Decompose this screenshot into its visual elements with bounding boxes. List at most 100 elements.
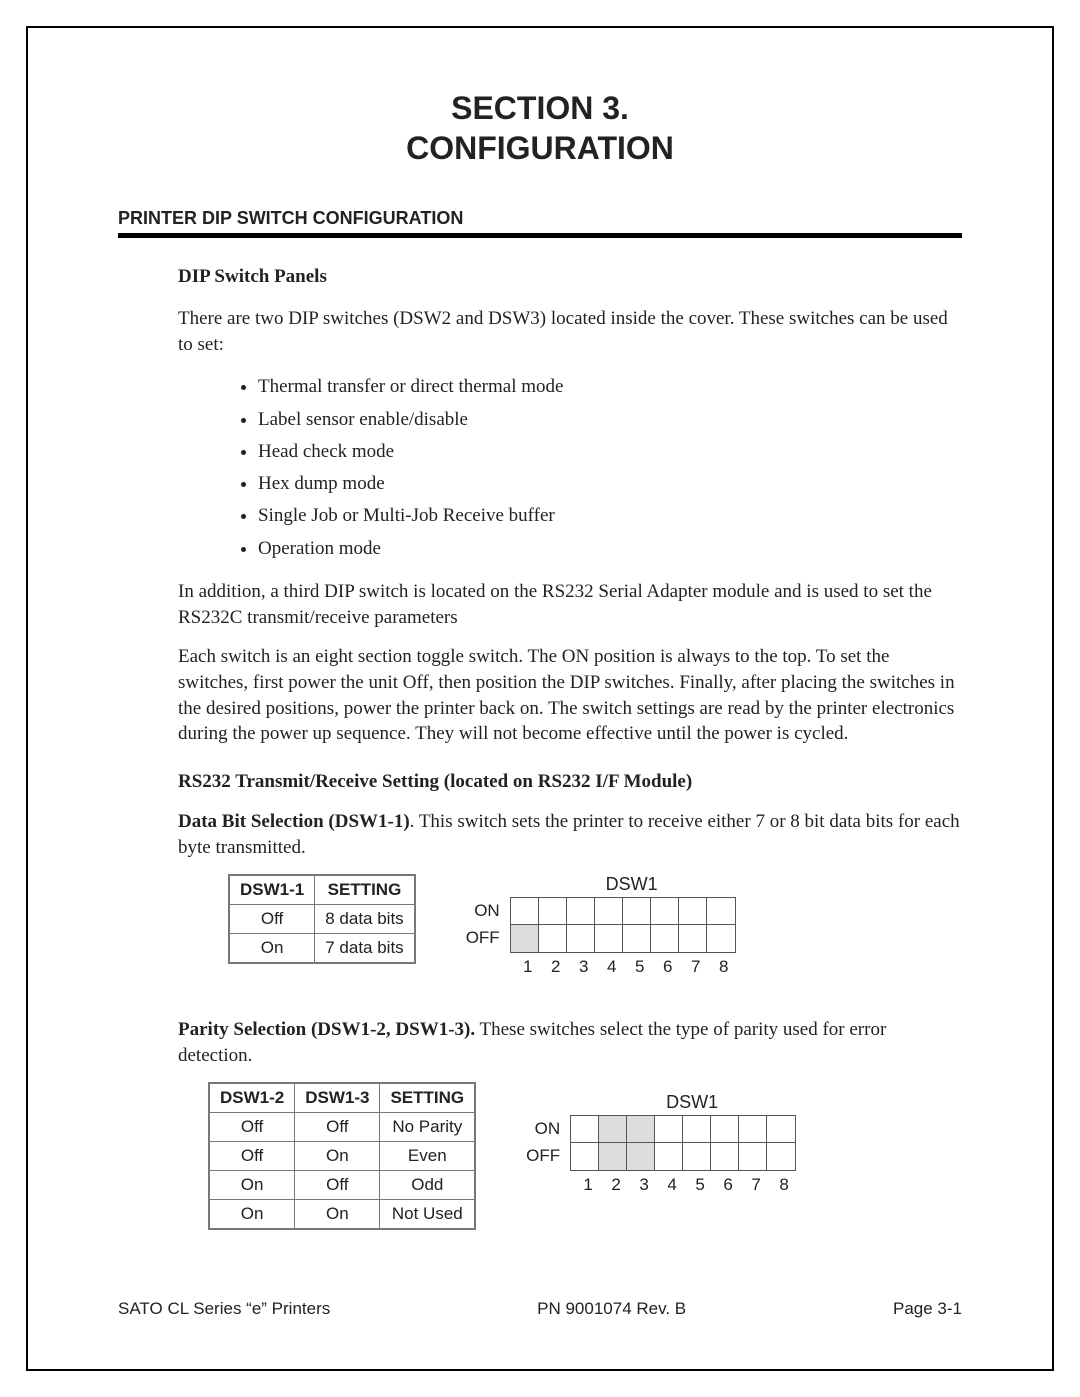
dip-cell-on [571, 1116, 599, 1143]
parity-paragraph: Parity Selection (DSW1-2, DSW1-3). These… [178, 1017, 962, 1068]
dip-cell-off [711, 1143, 739, 1170]
dip-number: 2 [602, 1175, 630, 1195]
paragraph-addition: In addition, a third DIP switch is locat… [178, 579, 962, 630]
footer-right: Page 3-1 [893, 1299, 962, 1319]
parity-lead: Parity Selection (DSW1-2, DSW1-3). [178, 1019, 475, 1040]
dip-title: DSW1 [526, 874, 738, 895]
dip-cell-on [599, 1116, 627, 1143]
dip-cell-off [739, 1143, 767, 1170]
dip-cell-off [623, 925, 651, 952]
table-cell: 7 data bits [315, 934, 415, 964]
dip-cell-on [627, 1116, 655, 1143]
table-row: Off Off No Parity [209, 1113, 475, 1142]
table-cell: Not Used [380, 1200, 475, 1230]
section-line1: SECTION 3. [118, 88, 962, 128]
content-block: DIP Switch Panels There are two DIP swit… [178, 266, 962, 1230]
off-label: OFF [466, 924, 500, 951]
dip-cell-on [711, 1116, 739, 1143]
table-cell: On [209, 1200, 295, 1230]
table-cell: Off [295, 1113, 380, 1142]
dip-number: 6 [714, 1175, 742, 1195]
table-cell: 8 data bits [315, 905, 415, 934]
section-line2: CONFIGURATION [118, 128, 962, 168]
dip-cell-on [683, 1116, 711, 1143]
dip-title: DSW1 [586, 1092, 798, 1113]
list-item: Hex dump mode [258, 468, 962, 500]
table-header: DSW1-2 [209, 1083, 295, 1113]
list-item: Operation mode [258, 533, 962, 565]
dip-number: 3 [630, 1175, 658, 1195]
dip-number: 8 [710, 957, 738, 977]
dip-grid-wrap: ON OFF [526, 1115, 798, 1171]
dip-number: 6 [654, 957, 682, 977]
dip-cell-off [679, 925, 707, 952]
dip-cells [510, 897, 736, 953]
footer-center: PN 9001074 Rev. B [537, 1299, 686, 1319]
page-footer: SATO CL Series “e” Printers PN 9001074 R… [118, 1299, 962, 1319]
bullet-list: Thermal transfer or direct thermal mode … [258, 371, 962, 565]
dip-cell-off [539, 925, 567, 952]
table-header-row: DSW1-2 DSW1-3 SETTING [209, 1083, 475, 1113]
dip-cell-off [595, 925, 623, 952]
dip-cell-off [683, 1143, 711, 1170]
table-cell: Off [209, 1113, 295, 1142]
dip-number: 8 [770, 1175, 798, 1195]
dip-cell-off [627, 1143, 655, 1170]
table-header: SETTING [380, 1083, 475, 1113]
list-item: Label sensor enable/disable [258, 404, 962, 436]
subsection-heading: PRINTER DIP SWITCH CONFIGURATION [118, 208, 962, 238]
dip-cell-on [623, 898, 651, 925]
dip-cell-on [655, 1116, 683, 1143]
dip-row-labels: ON OFF [466, 897, 500, 951]
dip-cell-on [567, 898, 595, 925]
table-header: SETTING [315, 875, 415, 905]
dip-cell-on [739, 1116, 767, 1143]
paragraph-instructions: Each switch is an eight section toggle s… [178, 644, 962, 747]
table-cell: Off [209, 1142, 295, 1171]
table-cell: Off [229, 905, 315, 934]
table-row: On Off Odd [209, 1171, 475, 1200]
dip-cell-on [679, 898, 707, 925]
dip-panels-heading: DIP Switch Panels [178, 266, 962, 288]
parity-row: DSW1-2 DSW1-3 SETTING Off Off No Parity … [208, 1082, 962, 1230]
dip-row-labels: ON OFF [526, 1115, 560, 1169]
section-title: SECTION 3. CONFIGURATION [118, 88, 962, 168]
dip-number: 5 [626, 957, 654, 977]
dip-cell-on [767, 1116, 795, 1143]
parity-table: DSW1-2 DSW1-3 SETTING Off Off No Parity … [208, 1082, 476, 1230]
dip-cell-off [655, 1143, 683, 1170]
dip-cell-on [707, 898, 735, 925]
dip-cell-on [595, 898, 623, 925]
off-label: OFF [526, 1142, 560, 1169]
table-cell: Even [380, 1142, 475, 1171]
table-cell: On [295, 1200, 380, 1230]
databit-lead: Data Bit Selection (DSW1-1) [178, 811, 410, 832]
intro-paragraph: There are two DIP switches (DSW2 and DSW… [178, 306, 962, 357]
list-item: Thermal transfer or direct thermal mode [258, 371, 962, 403]
on-label: ON [526, 1115, 560, 1142]
dip-cell-off [651, 925, 679, 952]
table-cell: On [229, 934, 315, 964]
footer-left: SATO CL Series “e” Printers [118, 1299, 330, 1319]
dip-numbers: 12345678 [574, 1175, 798, 1195]
dip-cell-off [567, 925, 595, 952]
dip-cell-off [571, 1143, 599, 1170]
dip-number: 2 [542, 957, 570, 977]
dip-cells [570, 1115, 796, 1171]
table-header-row: DSW1-1 SETTING [229, 875, 415, 905]
dip-diagram-2: DSW1 ON OFF 12345678 [526, 1092, 798, 1195]
databit-table: DSW1-1 SETTING Off 8 data bits On 7 data… [228, 874, 416, 964]
list-item: Head check mode [258, 436, 962, 468]
dip-cell-on [651, 898, 679, 925]
dip-number: 3 [570, 957, 598, 977]
dip-grid-wrap: ON OFF [466, 897, 738, 953]
table-header: DSW1-3 [295, 1083, 380, 1113]
dip-number: 4 [598, 957, 626, 977]
databit-paragraph: Data Bit Selection (DSW1-1). This switch… [178, 809, 962, 860]
table-cell: On [209, 1171, 295, 1200]
dip-number: 1 [574, 1175, 602, 1195]
page-frame: SECTION 3. CONFIGURATION PRINTER DIP SWI… [26, 26, 1054, 1371]
dip-number: 1 [514, 957, 542, 977]
table-row: Off On Even [209, 1142, 475, 1171]
dip-cell-off [707, 925, 735, 952]
